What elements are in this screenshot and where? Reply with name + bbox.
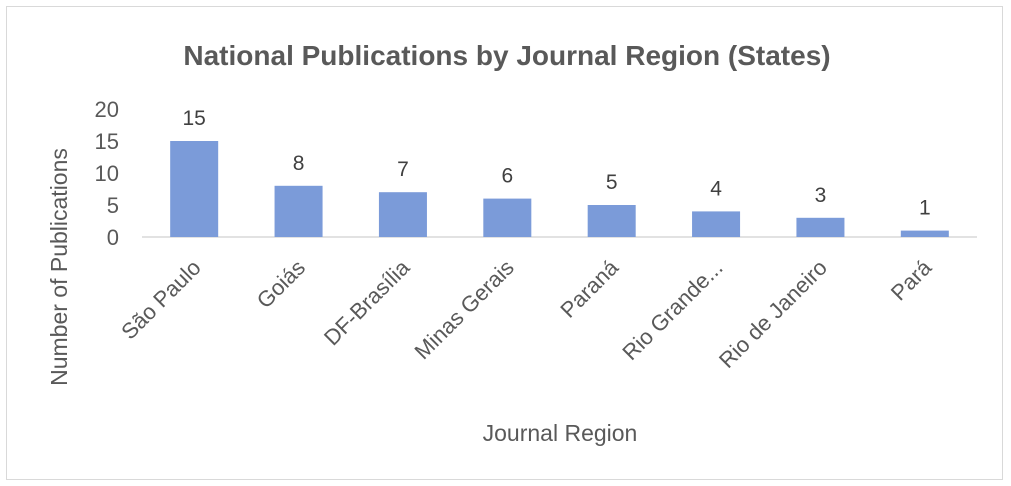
bar [378,192,427,237]
data-labels: 15 8 7 6 5 4 3 1 [183,107,931,220]
data-label: 3 [815,184,827,207]
y-axis-title: Number of Publications [46,148,72,386]
y-tick-label: 15 [95,129,119,154]
bar [587,205,636,237]
bar [170,141,219,237]
y-tick-label: 10 [95,161,119,186]
bar [274,185,323,237]
x-tick-label: Rio de Janeiro [714,255,832,373]
x-tick-label: DF-Brasília [319,254,415,350]
y-tick-label: 20 [95,97,119,122]
bar [796,217,845,237]
data-label: 6 [501,165,513,188]
chart-title: National Publications by Journal Region … [183,40,830,71]
x-axis-title: Journal Region [483,420,638,446]
bars [170,141,949,237]
x-tick-label: Paraná [555,254,623,322]
x-tick-label: Minas Gerais [410,255,519,364]
bar [692,211,741,237]
data-label: 15 [183,107,206,130]
x-tick-label: São Paulo [116,255,205,344]
chart-frame: National Publications by Journal Region … [6,6,1003,480]
y-tick-label: 5 [107,193,119,218]
y-axis-ticks: 0 5 10 15 20 [95,97,119,250]
data-label: 4 [710,177,722,200]
data-label: 1 [919,197,931,220]
y-tick-label: 0 [107,225,119,250]
bar [483,198,532,237]
bar [900,230,949,237]
data-label: 5 [606,171,618,194]
data-label: 8 [293,152,305,175]
data-label: 7 [397,158,409,181]
x-tick-label: Pará [886,254,937,305]
x-tick-label: Rio Grande... [617,255,727,365]
bar-chart: National Publications by Journal Region … [46,40,977,446]
x-tick-label: Goiás [252,255,310,313]
